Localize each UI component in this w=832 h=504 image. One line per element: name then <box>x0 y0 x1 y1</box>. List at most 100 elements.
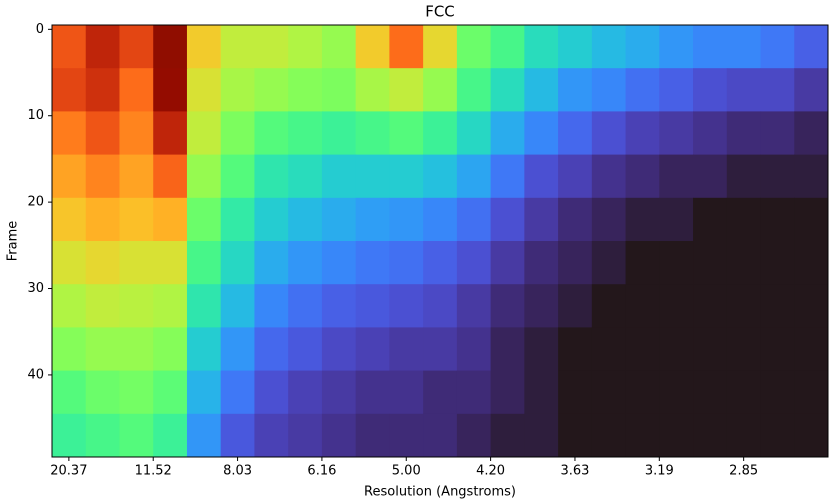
heatmap-cell <box>186 111 222 156</box>
heatmap-cell <box>423 154 458 199</box>
heatmap-cell <box>254 413 289 458</box>
heatmap-cell <box>456 241 492 285</box>
heatmap-cell <box>355 327 390 372</box>
heatmap-cell <box>726 241 762 285</box>
heatmap-cell <box>153 111 188 156</box>
heatmap-cell <box>220 111 255 156</box>
heatmap-cell <box>490 25 525 69</box>
heatmap-cell <box>726 25 762 69</box>
heatmap-cell <box>693 68 728 112</box>
heatmap-cell <box>490 197 525 242</box>
heatmap-cell <box>456 25 492 69</box>
heatmap-cell <box>558 241 593 285</box>
heatmap-cell <box>186 25 222 69</box>
heatmap-cell <box>726 327 762 372</box>
heatmap-cell <box>456 284 492 328</box>
heatmap-cell <box>591 25 627 69</box>
heatmap-cell <box>591 197 627 242</box>
heatmap-cell <box>153 68 188 112</box>
heatmap-cell <box>220 154 255 199</box>
heatmap-cell <box>52 284 87 328</box>
heatmap-cell <box>288 327 323 372</box>
heatmap-cell <box>524 413 559 458</box>
heatmap-cell <box>423 327 458 372</box>
heatmap-cell <box>591 241 627 285</box>
heatmap-cell <box>625 284 660 328</box>
heatmap-cell <box>85 413 120 458</box>
heatmap-cell <box>85 197 120 242</box>
heatmap-cell <box>355 241 390 285</box>
heatmap-cell <box>625 154 660 199</box>
heatmap-cell <box>52 154 87 199</box>
heatmap-cell <box>659 413 694 458</box>
x-tick-label: 20.37 <box>50 464 87 479</box>
heatmap-cell <box>726 197 762 242</box>
x-tick-label: 3.19 <box>645 464 674 479</box>
x-tick-label: 4.20 <box>476 464 505 479</box>
heatmap-cell <box>220 413 255 458</box>
heatmap-cell <box>254 197 289 242</box>
heatmap-cell <box>321 284 357 328</box>
heatmap-cell <box>119 370 154 415</box>
heatmap-cell <box>119 327 154 372</box>
heatmap-cell <box>85 154 120 199</box>
heatmap-cell <box>389 327 424 372</box>
heatmap-cell <box>659 25 694 69</box>
heatmap-cell <box>52 68 87 112</box>
heatmap-cell <box>220 284 255 328</box>
heatmap-cell <box>220 241 255 285</box>
heatmap-cell <box>119 413 154 458</box>
heatmap-cell <box>119 111 154 156</box>
heatmap-cell <box>186 241 222 285</box>
heatmap-cell <box>389 197 424 242</box>
heatmap-cell <box>558 68 593 112</box>
y-tick-label: 0 <box>36 22 44 37</box>
heatmap-cell <box>625 327 660 372</box>
heatmap-cell <box>524 68 559 112</box>
heatmap-cell <box>693 284 728 328</box>
heatmap-cell <box>186 197 222 242</box>
heatmap-cell <box>220 370 255 415</box>
heatmap-cell <box>288 154 323 199</box>
heatmap-cell <box>389 25 424 69</box>
heatmap-cell <box>558 154 593 199</box>
heatmap-cell <box>52 111 87 156</box>
heatmap-cell <box>490 284 525 328</box>
heatmap-cell <box>423 241 458 285</box>
heatmap <box>52 25 829 458</box>
heatmap-cell <box>558 25 593 69</box>
heatmap-cell <box>355 111 390 156</box>
heatmap-cell <box>355 25 390 69</box>
heatmap-cell <box>693 327 728 372</box>
heatmap-cell <box>693 197 728 242</box>
heatmap-cell <box>490 154 525 199</box>
heatmap-cell <box>321 68 357 112</box>
heatmap-cell <box>760 327 795 372</box>
x-tick-label: 2.85 <box>729 464 758 479</box>
heatmap-cell <box>625 413 660 458</box>
heatmap-cell <box>726 370 762 415</box>
heatmap-cell <box>591 284 627 328</box>
heatmap-cell <box>321 413 357 458</box>
heatmap-cell <box>760 25 795 69</box>
heatmap-cell <box>153 327 188 372</box>
heatmap-cell <box>52 197 87 242</box>
heatmap-cell <box>794 370 829 415</box>
heatmap-cell <box>659 327 694 372</box>
heatmap-cell <box>591 327 627 372</box>
heatmap-cell <box>389 154 424 199</box>
heatmap-cell <box>423 284 458 328</box>
heatmap-cell <box>186 68 222 112</box>
x-tick-label: 5.00 <box>392 464 421 479</box>
heatmap-cell <box>119 197 154 242</box>
heatmap-cell <box>119 154 154 199</box>
heatmap-cell <box>524 241 559 285</box>
heatmap-cell <box>659 284 694 328</box>
heatmap-cell <box>726 413 762 458</box>
y-axis-label: Frame <box>6 221 21 262</box>
heatmap-cell <box>625 241 660 285</box>
heatmap-cell <box>186 413 222 458</box>
heatmap-cell <box>85 111 120 156</box>
heatmap-cell <box>288 413 323 458</box>
heatmap-cell <box>794 284 829 328</box>
